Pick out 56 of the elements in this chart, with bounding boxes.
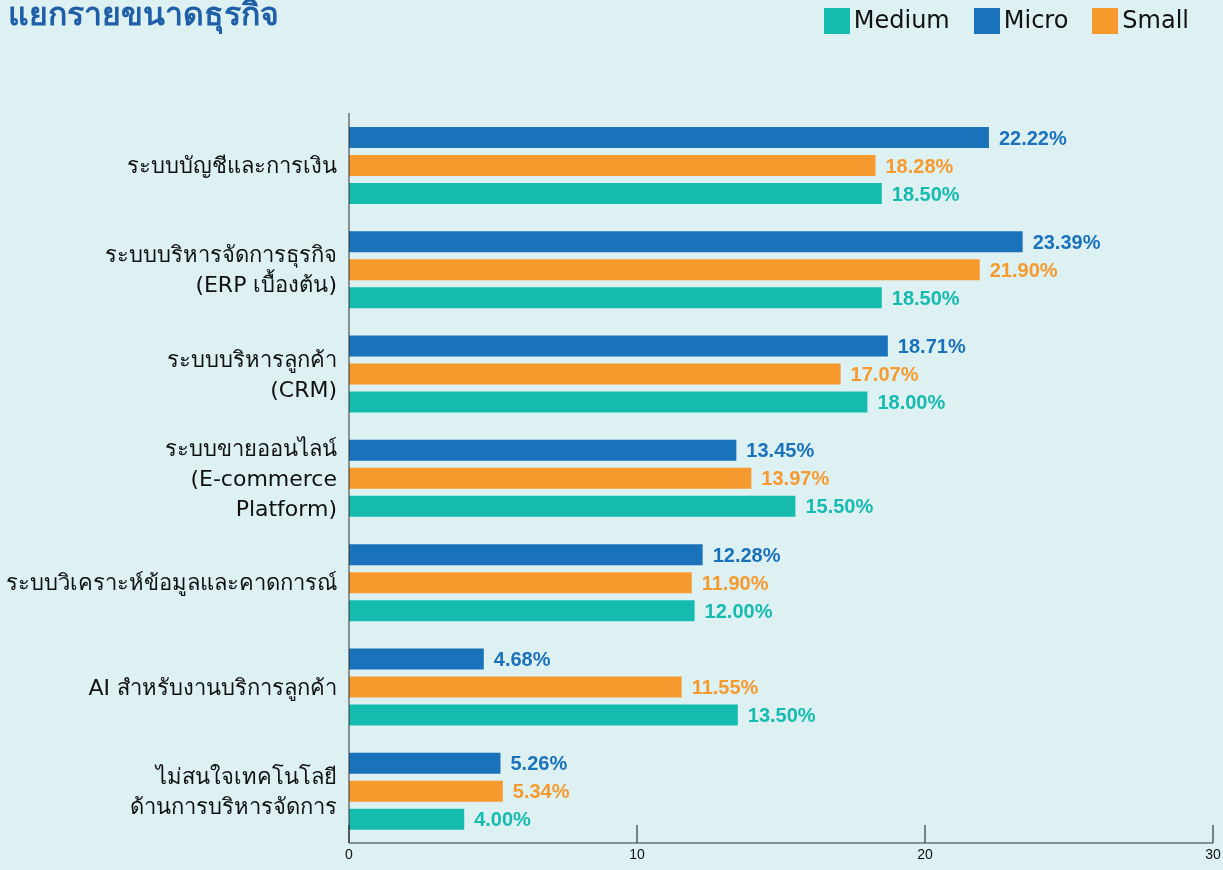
bar [349,495,796,517]
x-tick-label: 30 [1205,846,1221,862]
bar [349,127,989,148]
data-label: 13.45% [746,439,815,462]
legend-label: Small [1122,6,1189,34]
data-label: 11.90% [701,571,769,594]
bar [349,183,882,204]
data-label: 18.00% [877,391,946,414]
y-tick-label: ระบบขายออนไลน์ (E-commerce Platform) [165,435,337,521]
data-label: 5.26% [510,752,568,775]
bar [349,335,888,357]
legend-label: Medium [853,6,950,34]
data-label: 4.00% [474,808,532,831]
bar [349,363,841,385]
data-label: 21.90% [989,258,1058,281]
data-label: 18.50% [891,182,960,205]
data-label: 13.50% [747,703,816,726]
bar [349,391,868,413]
bar [349,544,703,566]
bar [349,439,737,461]
y-tick-label: AI สำหรับงานบริการลูกค้า [88,674,337,701]
data-label: 18.50% [891,286,960,309]
bar [349,572,692,594]
x-tick-label: 20 [917,846,933,862]
y-tick-label: ระบบบริหารจัดการธุรกิจ (ERP เบื้องต้น) [105,241,337,297]
y-tick-label: ระบบวิเคราะห์ข้อมูลและคาดการณ์ [6,569,337,596]
bar [349,259,980,281]
data-label: 11.55% [691,675,759,698]
bar [349,704,738,726]
data-label: 18.71% [897,335,966,358]
data-label: 17.07% [850,363,919,386]
bar [349,231,1023,253]
bar [349,287,882,309]
data-label: 15.50% [805,495,874,518]
data-label: 22.22% [998,126,1067,149]
bar [349,780,503,802]
bar [349,467,752,489]
bar [349,600,695,622]
bar [349,155,876,176]
y-tick-label: ระบบบริหารลูกค้า (CRM) [167,346,337,402]
x-tick-label: 10 [629,846,645,862]
legend-label: Micro [1003,6,1069,34]
bar [349,752,501,774]
data-label: 23.39% [1032,230,1101,253]
data-label: 13.97% [761,467,830,490]
bar [349,648,484,670]
data-label: 12.00% [704,599,773,622]
x-tick-label: 0 [345,846,354,862]
y-tick-label: ไม่สนใจเทคโนโลยี ด้านการบริหารจัดการ [130,763,337,819]
bar [349,676,682,698]
bar [349,808,465,830]
data-label: 12.28% [712,543,781,566]
y-tick-label: ระบบบัญชีและการเงิน [127,152,337,178]
data-label: 4.68% [493,647,551,670]
data-label: 5.34% [512,780,570,803]
data-label: 18.28% [885,154,954,177]
